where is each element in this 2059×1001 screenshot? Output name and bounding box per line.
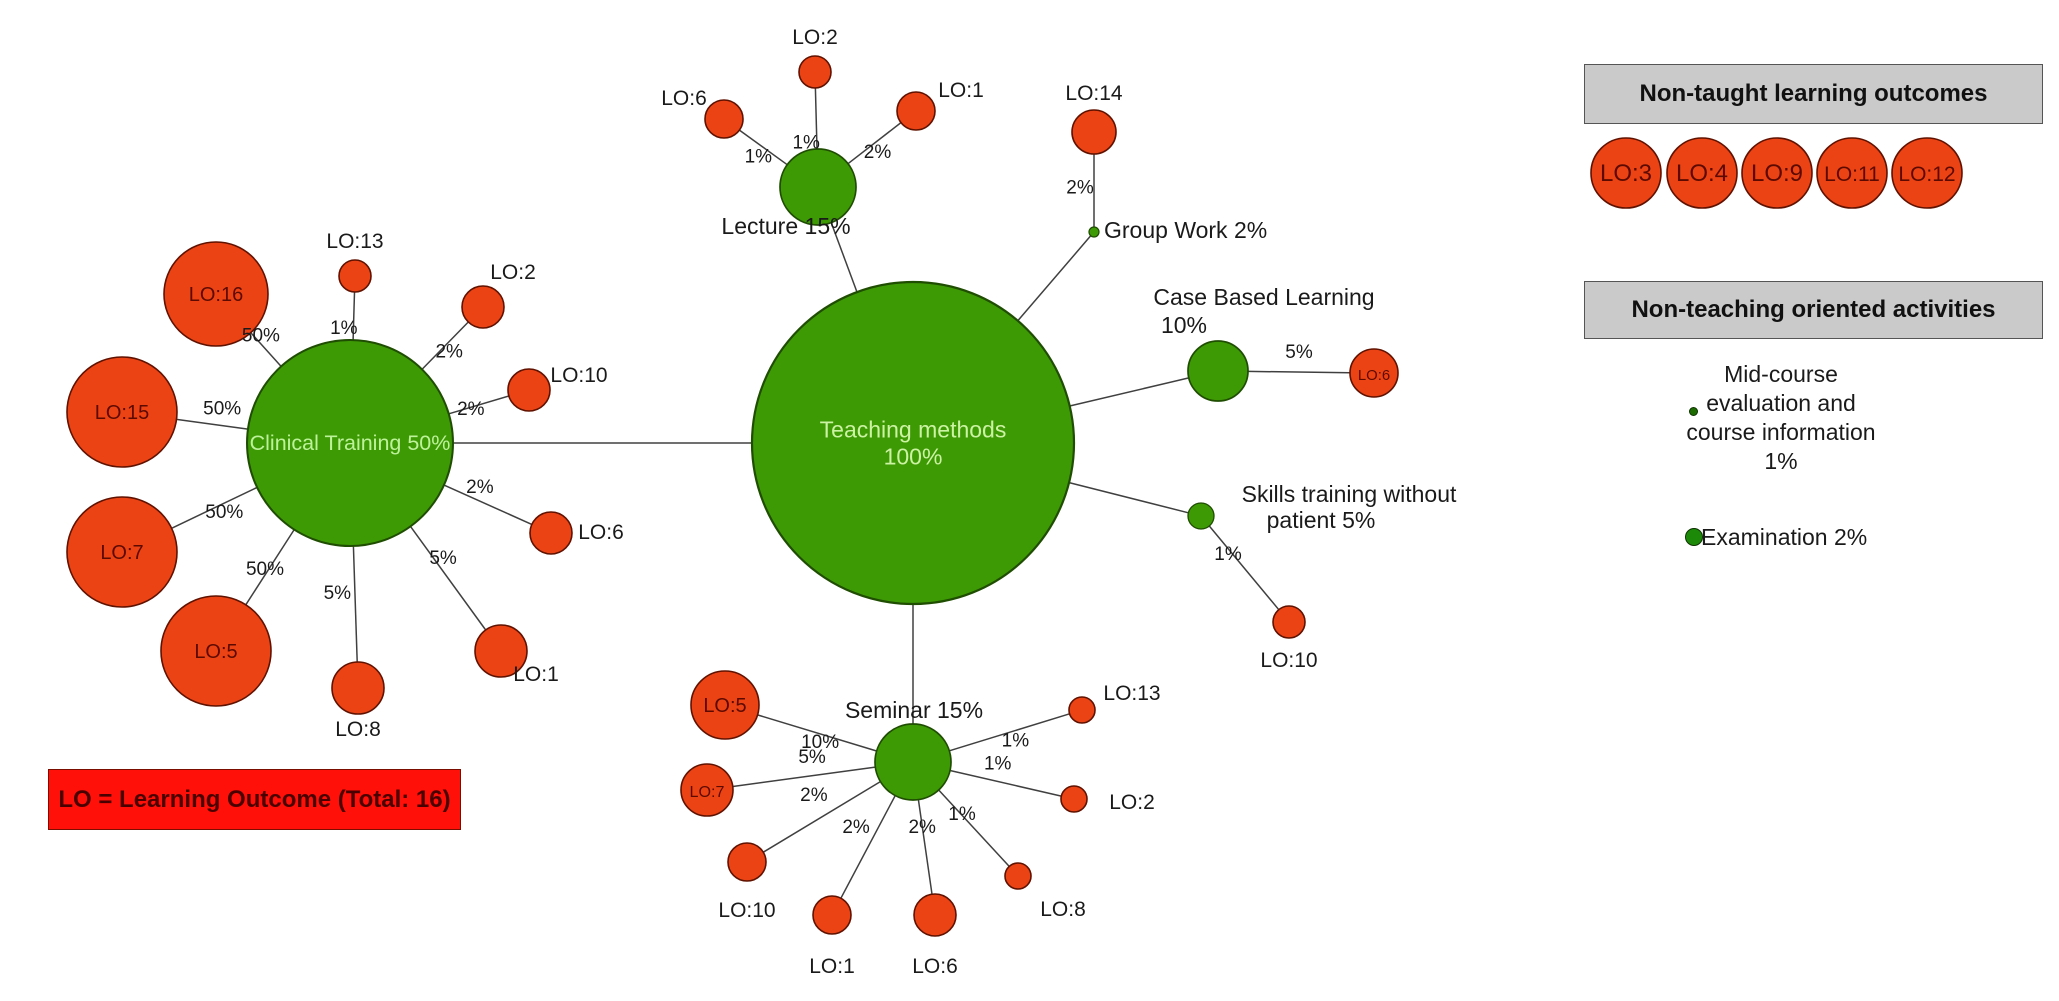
svg-text:1%: 1% (745, 146, 773, 167)
svg-text:LO:6: LO:6 (1358, 368, 1390, 384)
svg-text:Clinical Training 50%: Clinical Training 50% (250, 431, 451, 455)
svg-text:2%: 2% (800, 785, 828, 806)
svg-text:2%: 2% (1066, 178, 1094, 199)
svg-text:LO:8: LO:8 (1040, 898, 1086, 921)
svg-text:patient 5%: patient 5% (1267, 507, 1376, 533)
svg-text:50%: 50% (205, 502, 243, 523)
svg-text:1%: 1% (948, 804, 976, 825)
svg-text:Group Work 2%: Group Work 2% (1104, 217, 1267, 243)
svg-text:LO:1: LO:1 (809, 955, 855, 978)
svg-text:LO:10: LO:10 (1260, 649, 1317, 672)
svg-text:LO:6: LO:6 (578, 521, 624, 544)
svg-text:2%: 2% (842, 817, 870, 838)
svg-text:2%: 2% (466, 477, 494, 498)
svg-text:1%: 1% (792, 133, 820, 154)
svg-text:LO:1: LO:1 (513, 663, 559, 686)
svg-text:Teaching methods: Teaching methods (820, 417, 1007, 443)
svg-text:LO:8: LO:8 (335, 718, 381, 741)
svg-text:LO:3: LO:3 (1600, 160, 1652, 187)
svg-text:2%: 2% (908, 817, 936, 838)
svg-text:LO:1: LO:1 (938, 79, 984, 102)
svg-text:2%: 2% (864, 142, 892, 163)
svg-text:LO:5: LO:5 (194, 641, 237, 663)
svg-text:100%: 100% (884, 444, 943, 470)
svg-text:1%: 1% (330, 318, 358, 339)
svg-text:LO:12: LO:12 (1898, 163, 1955, 186)
svg-text:LO:9: LO:9 (1751, 160, 1803, 187)
svg-text:50%: 50% (203, 398, 241, 419)
svg-text:LO:6: LO:6 (912, 955, 958, 978)
svg-text:1%: 1% (1002, 730, 1030, 751)
svg-text:LO:16: LO:16 (189, 284, 243, 306)
svg-text:LO:7: LO:7 (100, 542, 143, 564)
svg-text:LO:10: LO:10 (550, 364, 607, 387)
svg-text:LO:14: LO:14 (1065, 82, 1123, 105)
svg-text:5%: 5% (1285, 342, 1313, 363)
svg-text:Seminar 15%: Seminar 15% (845, 697, 983, 723)
svg-text:LO:4: LO:4 (1676, 160, 1728, 187)
svg-text:5%: 5% (798, 747, 826, 768)
svg-text:LO:5: LO:5 (703, 695, 746, 717)
svg-text:50%: 50% (246, 559, 284, 580)
svg-text:LO:10: LO:10 (718, 899, 775, 922)
svg-text:LO:2: LO:2 (1109, 791, 1155, 814)
svg-text:LO:11: LO:11 (1824, 163, 1880, 186)
svg-text:10%: 10% (1161, 312, 1207, 338)
svg-text:Case Based Learning: Case Based Learning (1153, 284, 1374, 310)
svg-text:5%: 5% (324, 583, 352, 604)
svg-text:5%: 5% (429, 548, 457, 569)
svg-text:LO:7: LO:7 (690, 783, 725, 801)
svg-text:LO:2: LO:2 (792, 26, 838, 49)
svg-text:Lecture 15%: Lecture 15% (721, 213, 850, 239)
svg-text:LO:15: LO:15 (95, 402, 149, 424)
svg-text:Skills training without: Skills training without (1242, 481, 1457, 507)
svg-text:LO:13: LO:13 (1103, 682, 1160, 705)
svg-text:1%: 1% (984, 753, 1012, 774)
svg-text:1%: 1% (1214, 544, 1242, 565)
svg-text:LO:13: LO:13 (326, 230, 383, 253)
svg-text:2%: 2% (435, 342, 463, 363)
svg-text:LO:6: LO:6 (661, 87, 707, 110)
svg-text:50%: 50% (242, 326, 280, 347)
svg-text:LO:2: LO:2 (490, 261, 536, 284)
svg-text:2%: 2% (457, 399, 485, 420)
